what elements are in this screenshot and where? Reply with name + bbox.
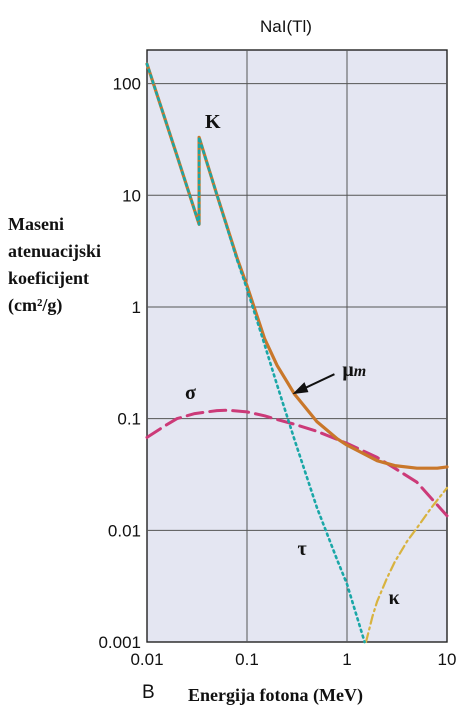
series-line — [364, 486, 449, 644]
y-tick-label: 1 — [132, 298, 141, 317]
annotation-label: σ — [185, 382, 196, 404]
y-axis-label: Maseni atenuacijski koeficijent (cm²/g) — [8, 214, 101, 316]
x-axis-label: Energija fotona (MeV) — [188, 685, 363, 706]
y-axis-label-line: (cm²/g) — [8, 295, 62, 316]
chart-title: NaI(Tl) — [260, 17, 312, 36]
annotation-label: K — [205, 111, 221, 133]
y-tick-label: 0.001 — [98, 633, 141, 652]
plot-area — [146, 49, 448, 643]
y-tick-label: 0.01 — [108, 521, 141, 540]
x-tick-label: 0.1 — [235, 650, 259, 669]
x-tick-label: 10 — [438, 650, 457, 669]
panel-label: B — [142, 682, 155, 703]
y-tick-label: 100 — [113, 75, 141, 94]
annotation-mu-m: μm — [342, 359, 366, 381]
y-axis-label-line: atenuacijski — [8, 241, 101, 261]
series-line — [145, 62, 449, 470]
grid-lines — [147, 50, 447, 642]
series-line — [145, 62, 366, 644]
annotation-label: τ — [298, 538, 307, 560]
y-axis-label-line: koeficijent — [8, 268, 89, 288]
x-tick-label: 1 — [342, 650, 351, 669]
y-tick-label: 10 — [122, 186, 141, 205]
y-tick-label: 0.1 — [117, 410, 141, 429]
mu-m-arrowhead — [292, 382, 309, 395]
series-layer — [145, 62, 449, 644]
x-tick-label: 0.01 — [130, 650, 163, 669]
annotations: Kσ τ κ μm — [185, 111, 400, 609]
annotation-label: κ — [388, 587, 399, 609]
y-axis-label-line: Maseni — [8, 214, 64, 234]
